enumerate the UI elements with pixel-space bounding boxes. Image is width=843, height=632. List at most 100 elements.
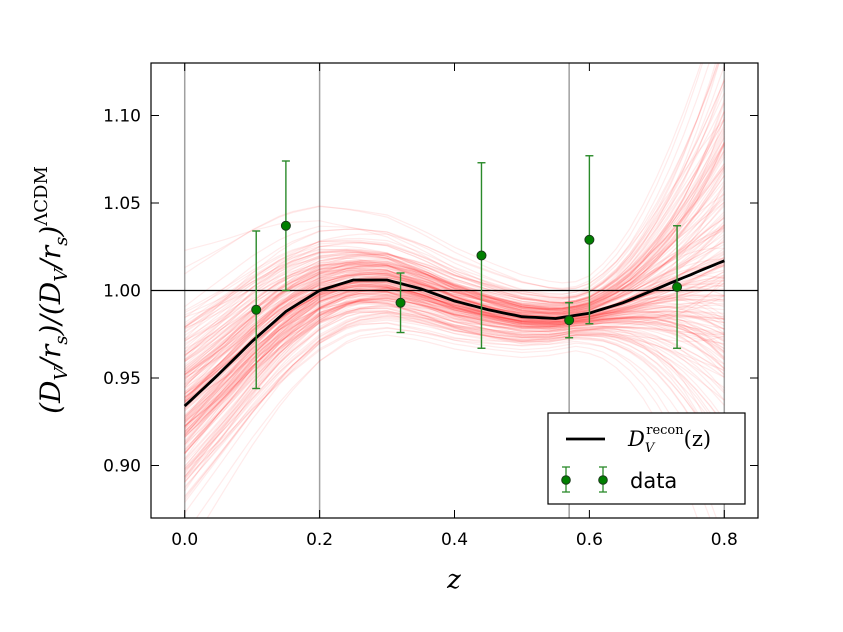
realization-line <box>184 63 702 284</box>
realization-line <box>184 63 710 407</box>
y-tick-label: 0.95 <box>103 369 141 389</box>
realization-line <box>184 271 725 397</box>
realization-line <box>184 110 725 381</box>
realization-line <box>184 307 725 434</box>
realization-line <box>184 290 725 443</box>
realization-line <box>184 286 725 445</box>
realization-line <box>184 111 725 428</box>
data-point <box>672 225 683 349</box>
realization-line <box>184 119 725 473</box>
data-marker <box>476 250 487 261</box>
realization-line <box>184 300 718 518</box>
realization-line <box>184 280 725 371</box>
realization-line <box>184 311 725 470</box>
realization-line <box>184 315 725 503</box>
data-point <box>251 230 262 390</box>
realization-line <box>184 63 720 318</box>
realization-line <box>184 193 725 370</box>
realization-line <box>184 165 725 375</box>
realization-line <box>184 280 725 383</box>
realization-line <box>184 307 725 481</box>
realization-line <box>184 297 725 451</box>
realization-line <box>184 99 725 401</box>
realization-line <box>184 63 719 405</box>
realization-line <box>184 294 725 492</box>
realization-line <box>184 123 725 379</box>
y-tick-label: 1.00 <box>103 282 141 302</box>
y-tick-label: 0.90 <box>103 457 141 477</box>
realization-line <box>184 211 725 477</box>
realization-line <box>184 274 725 446</box>
realization-line <box>184 258 725 385</box>
realization-line <box>184 225 725 438</box>
realization-line <box>184 277 725 377</box>
x-tick-label: 0.4 <box>441 530 468 550</box>
realization-line <box>184 295 725 478</box>
realization-line <box>184 262 725 403</box>
data-point <box>280 160 291 292</box>
realization-line <box>184 248 725 343</box>
realization-line <box>184 217 725 428</box>
realization-line <box>184 279 725 453</box>
realization-line <box>184 205 725 399</box>
realization-line <box>184 84 725 423</box>
realization-line <box>184 163 725 377</box>
realization-line <box>184 300 725 438</box>
realization-line <box>184 287 725 424</box>
realization-line <box>184 230 725 430</box>
realization-line <box>184 226 725 433</box>
data-marker <box>251 304 262 315</box>
realization-line <box>184 264 725 422</box>
realization-line <box>184 303 725 433</box>
realization-line <box>184 165 725 329</box>
realization-line <box>184 180 725 444</box>
realization-line <box>184 247 725 328</box>
realization-line <box>184 203 725 353</box>
realization-line <box>184 298 725 436</box>
realization-line <box>184 315 725 514</box>
realization-line <box>184 257 725 343</box>
realization-line <box>184 63 719 333</box>
legend-box <box>547 412 746 505</box>
realization-line <box>184 126 725 314</box>
realization-line <box>184 289 725 399</box>
realization-line <box>184 78 725 303</box>
data-marker <box>280 220 291 231</box>
realization-line <box>184 228 725 371</box>
data-point <box>395 272 406 334</box>
recon-curve-line <box>183 259 725 408</box>
realization-line <box>184 310 725 469</box>
realization-line <box>184 282 725 471</box>
realization-line <box>184 271 725 438</box>
x-tick-label: 0.2 <box>306 530 333 550</box>
data-marker <box>584 234 595 245</box>
data-point <box>476 162 487 349</box>
realization-line <box>184 185 725 373</box>
realization-line <box>184 274 725 370</box>
realization-line <box>184 295 725 429</box>
realization-line <box>184 187 725 450</box>
realization-line <box>184 196 725 430</box>
axis-ticks: 0.0 0.2 0.4 0.6 0.8 0.90 0.95 1.00 1.05 1.10 <box>103 63 758 550</box>
realization-line <box>184 280 725 467</box>
realization-line <box>184 284 725 375</box>
realization-line <box>184 143 725 312</box>
realization-line <box>184 302 725 435</box>
realization-line <box>184 267 725 368</box>
realization-line <box>184 255 725 361</box>
realization-line <box>184 284 725 427</box>
realization-line <box>184 170 725 326</box>
realization-line <box>184 190 725 448</box>
realization-line <box>184 265 725 403</box>
legend-data-label: data <box>630 469 677 493</box>
realization-line <box>184 136 725 376</box>
realization-line <box>184 225 725 308</box>
data-marker <box>395 297 406 308</box>
realization-line <box>184 288 725 422</box>
realization-line <box>184 268 725 402</box>
realization-line <box>184 258 725 402</box>
realization-line <box>184 167 725 436</box>
realization-line <box>184 299 725 460</box>
realization-line <box>184 80 725 404</box>
realization-line <box>184 297 725 480</box>
